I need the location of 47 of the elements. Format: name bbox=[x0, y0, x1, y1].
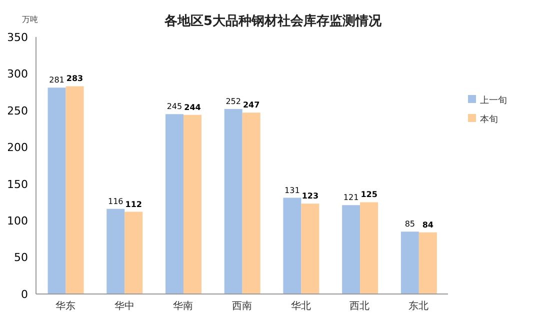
y-tick-label: 0 bbox=[21, 288, 28, 301]
data-label: 244 bbox=[184, 102, 202, 112]
y-axis-title: 万吨 bbox=[22, 14, 38, 25]
y-tick-label: 350 bbox=[7, 30, 28, 44]
y-tick-label: 150 bbox=[7, 178, 28, 191]
data-label: 123 bbox=[302, 192, 319, 201]
y-tick-label: 200 bbox=[7, 141, 28, 154]
bar bbox=[360, 202, 378, 294]
bar bbox=[48, 88, 66, 294]
data-label: 112 bbox=[125, 200, 142, 209]
data-label: 116 bbox=[108, 196, 124, 206]
legend-label: 上一旬 bbox=[480, 96, 507, 106]
bar bbox=[342, 205, 360, 294]
bar bbox=[106, 208, 125, 294]
data-label: 252 bbox=[226, 96, 241, 106]
x-tick-label: 华南 bbox=[173, 300, 194, 312]
x-tick-label: 华东 bbox=[55, 300, 76, 312]
y-tick-label: 100 bbox=[7, 214, 28, 228]
data-label: 85 bbox=[404, 220, 416, 229]
bar bbox=[400, 232, 419, 294]
y-tick-label: 300 bbox=[7, 68, 28, 81]
data-label: 84 bbox=[422, 220, 434, 230]
bar bbox=[183, 114, 202, 294]
data-label: 121 bbox=[343, 193, 359, 202]
bar bbox=[124, 212, 143, 294]
x-tick-label: 华中 bbox=[114, 300, 134, 312]
bar bbox=[242, 112, 260, 294]
data-label: 131 bbox=[284, 186, 300, 195]
x-tick-label: 西北 bbox=[350, 300, 370, 312]
bar bbox=[224, 108, 242, 294]
bar bbox=[165, 114, 184, 294]
bar bbox=[418, 232, 437, 294]
data-label: 125 bbox=[360, 190, 378, 200]
x-tick-label: 东北 bbox=[408, 300, 429, 312]
chart-title: 各地区5大品种钢材社会库存监测情况 bbox=[164, 14, 382, 29]
data-label: 283 bbox=[66, 74, 84, 84]
data-label: 281 bbox=[49, 76, 64, 85]
x-tick-label: 华北 bbox=[290, 300, 311, 312]
data-label: 247 bbox=[242, 100, 260, 110]
data-label: 245 bbox=[166, 102, 182, 112]
y-tick-label: 50 bbox=[14, 251, 28, 264]
y-tick-label: 250 bbox=[7, 104, 28, 118]
bar bbox=[66, 86, 84, 294]
bar bbox=[283, 198, 302, 294]
legend-label: 本旬 bbox=[480, 115, 498, 125]
x-tick-label: 西南 bbox=[232, 300, 252, 312]
bar bbox=[301, 204, 320, 294]
